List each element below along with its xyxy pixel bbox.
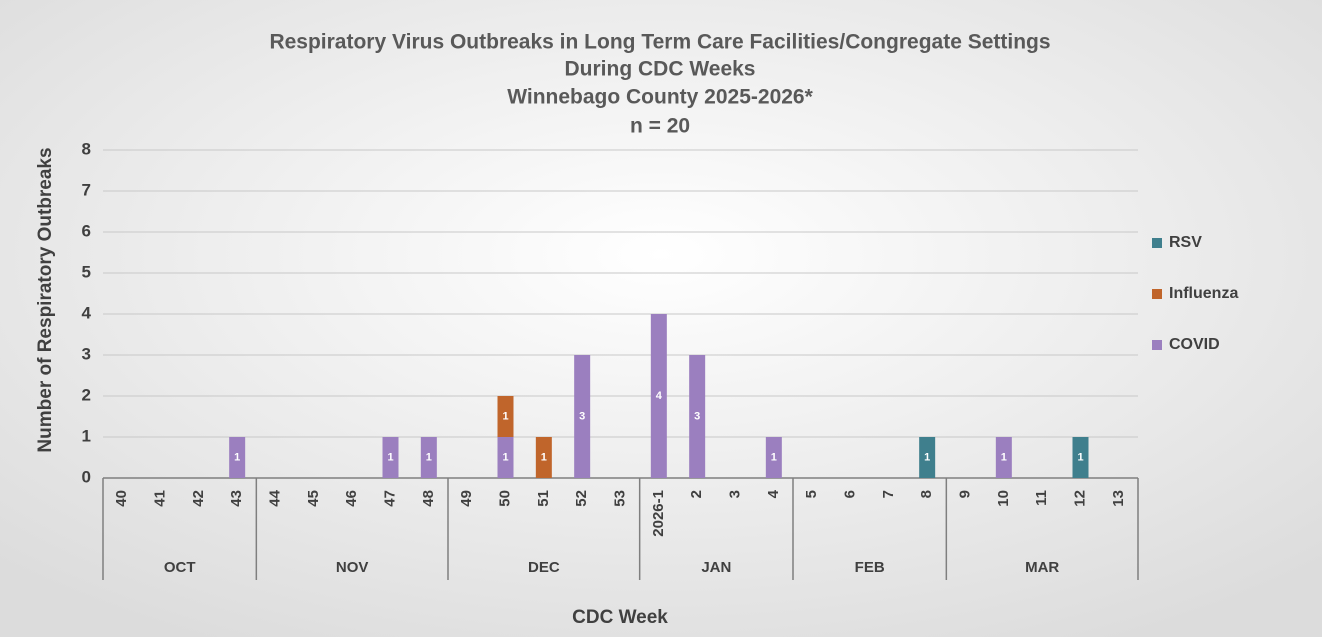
bar-segment xyxy=(919,437,936,478)
bar-segment xyxy=(535,437,552,478)
x-axis-title: CDC Week xyxy=(572,607,668,628)
group-label: MAR xyxy=(1025,559,1059,576)
chart-title: Respiratory Virus Outbreaks in Long Term… xyxy=(269,31,1050,54)
data-label: 1 xyxy=(771,451,777,463)
bar-segment xyxy=(420,437,437,478)
x-tick-label: 45 xyxy=(305,490,322,507)
y-tick-label: 8 xyxy=(82,139,91,158)
x-tick-label: 3 xyxy=(726,490,743,498)
data-label: 4 xyxy=(656,390,663,402)
legend-label: COVID xyxy=(1169,336,1220,353)
data-label: 3 xyxy=(579,410,585,422)
x-tick-label: 2 xyxy=(688,490,705,498)
x-tick-label: 12 xyxy=(1071,490,1088,507)
bar-segment xyxy=(689,355,706,478)
bar-segment xyxy=(995,437,1012,478)
x-tick-label: 46 xyxy=(343,490,360,507)
chart-title: During CDC Weeks xyxy=(565,58,756,81)
y-tick-label: 4 xyxy=(82,303,92,322)
y-tick-label: 3 xyxy=(82,344,91,363)
y-tick-label: 0 xyxy=(82,467,91,486)
x-tick-label: 7 xyxy=(880,490,897,498)
x-tick-label: 53 xyxy=(611,490,628,507)
x-tick-label: 10 xyxy=(995,490,1012,507)
x-tick-label: 47 xyxy=(381,490,398,507)
x-tick-label: 13 xyxy=(1110,490,1127,507)
data-label: 1 xyxy=(541,451,547,463)
chart-title: n = 20 xyxy=(630,115,690,138)
x-tick-label: 5 xyxy=(803,490,820,498)
x-tick-label: 44 xyxy=(266,489,283,506)
y-tick-label: 6 xyxy=(82,221,91,240)
x-tick-label: 9 xyxy=(956,490,973,498)
bar-segment xyxy=(382,437,399,478)
x-tick-label: 49 xyxy=(458,490,475,507)
bar-segment xyxy=(765,437,782,478)
legend-label: RSV xyxy=(1169,234,1202,251)
y-tick-label: 7 xyxy=(82,180,91,199)
x-tick-label: 2026-1 xyxy=(650,490,667,537)
x-tick-label: 51 xyxy=(535,490,552,507)
chart-title: Winnebago County 2025-2026* xyxy=(507,86,813,109)
group-label: OCT xyxy=(164,559,196,576)
x-tick-label: 40 xyxy=(113,490,130,507)
data-label: 1 xyxy=(502,451,508,463)
y-tick-label: 2 xyxy=(82,385,91,404)
x-tick-label: 48 xyxy=(420,490,437,507)
data-label: 3 xyxy=(694,410,700,422)
x-tick-label: 41 xyxy=(151,490,168,507)
x-tick-label: 11 xyxy=(1033,490,1050,506)
group-label: DEC xyxy=(528,559,560,576)
legend-swatch xyxy=(1152,289,1162,299)
y-tick-label: 5 xyxy=(82,262,91,281)
x-tick-label: 52 xyxy=(573,490,590,507)
bar-segment xyxy=(1072,437,1089,478)
legend-swatch xyxy=(1152,340,1162,350)
data-label: 1 xyxy=(387,451,393,463)
data-label: 1 xyxy=(502,410,508,422)
x-tick-label: 50 xyxy=(496,490,513,507)
data-label: 1 xyxy=(1077,451,1083,463)
bar-segment xyxy=(229,437,246,478)
x-tick-label: 43 xyxy=(228,490,245,507)
y-axis-title: Number of Respiratory Outbreaks xyxy=(35,147,56,452)
bar-segment xyxy=(497,396,514,437)
data-label: 1 xyxy=(924,451,930,463)
bar-segment xyxy=(497,437,514,478)
legend-swatch xyxy=(1152,238,1162,248)
bar-segment xyxy=(574,355,591,478)
x-tick-label: 42 xyxy=(190,490,207,507)
x-tick-label: 4 xyxy=(765,489,782,498)
data-label: 1 xyxy=(234,451,240,463)
group-label: JAN xyxy=(701,559,731,576)
y-tick-label: 1 xyxy=(82,426,91,445)
x-tick-label: 8 xyxy=(918,490,935,498)
x-tick-label: 6 xyxy=(841,490,858,498)
legend-label: Influenza xyxy=(1169,285,1238,302)
bar-segment xyxy=(650,314,667,478)
data-label: 1 xyxy=(1001,451,1007,463)
group-label: FEB xyxy=(855,559,885,576)
data-label: 1 xyxy=(426,451,432,463)
group-label: NOV xyxy=(336,559,369,576)
